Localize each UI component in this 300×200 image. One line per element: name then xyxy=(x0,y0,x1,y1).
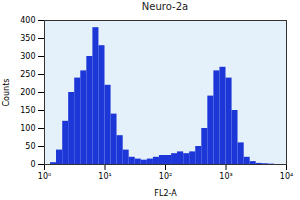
svg-text:250: 250 xyxy=(20,70,35,79)
svg-text:10²: 10² xyxy=(159,172,172,181)
svg-text:FL2-A: FL2-A xyxy=(154,189,177,198)
svg-text:10³: 10³ xyxy=(219,172,232,181)
svg-text:150: 150 xyxy=(20,106,35,115)
html-text:Neuro-2a: Neuro-2a xyxy=(141,1,189,12)
svg-text:0: 0 xyxy=(30,160,35,169)
svg-text:200: 200 xyxy=(20,88,35,97)
svg-text:300: 300 xyxy=(20,52,35,61)
svg-text:Counts: Counts xyxy=(2,79,11,107)
svg-text:100: 100 xyxy=(20,124,35,133)
svg-text:400: 400 xyxy=(20,16,35,25)
svg-text:10¹: 10¹ xyxy=(98,172,111,181)
svg-text:50: 50 xyxy=(25,142,35,151)
svg-text:350: 350 xyxy=(20,34,35,43)
svg-text:10⁰: 10⁰ xyxy=(38,172,51,181)
svg-text:10⁴: 10⁴ xyxy=(280,172,293,181)
